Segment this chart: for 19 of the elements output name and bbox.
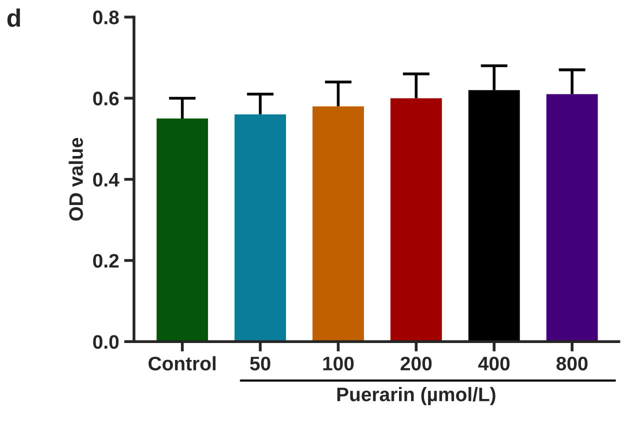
x-tick-label: 200 xyxy=(400,356,432,370)
bar xyxy=(312,106,364,342)
y-tick-label: 0.8 xyxy=(93,10,119,24)
x-tick-label: 50 xyxy=(250,356,270,370)
x-tick-label: 800 xyxy=(556,356,588,370)
bar xyxy=(234,114,286,342)
x-tick-label: 100 xyxy=(323,356,354,370)
text: d xyxy=(7,8,20,27)
x-tick-label: 400 xyxy=(478,356,510,370)
bar xyxy=(546,94,598,342)
y-tick-label: 0.0 xyxy=(93,335,119,349)
bar xyxy=(156,118,208,342)
bar xyxy=(390,98,442,342)
y-axis-title: OD value xyxy=(68,138,83,221)
y-tick-label: 0.6 xyxy=(93,92,119,106)
x-axis-title: Puerarin (µmol/L) xyxy=(337,387,496,406)
x-tick-label: Control xyxy=(148,356,216,370)
y-tick-label: 0.2 xyxy=(93,254,119,268)
y-tick-label: 0.4 xyxy=(93,172,120,187)
